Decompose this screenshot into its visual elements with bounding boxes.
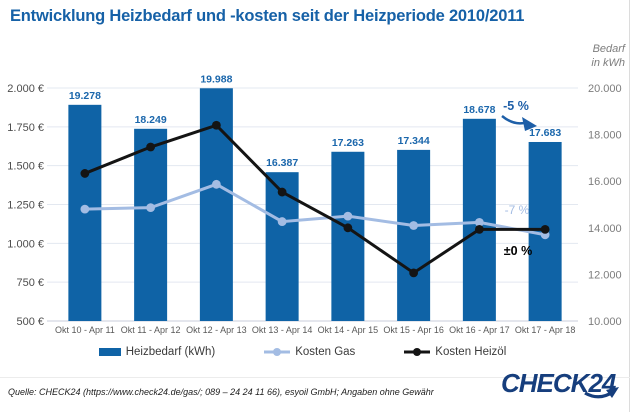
gas-line	[84, 182, 546, 237]
right-axis-tick-label: 20.000	[588, 83, 622, 95]
category-label: Okt 12 - Apr 13	[186, 325, 247, 335]
annotation-arrow	[501, 115, 525, 125]
annotation-oil-change: ±0 %	[504, 244, 532, 258]
oil-point	[409, 268, 419, 278]
check24-logo-arrowhead	[606, 387, 619, 398]
bar-value-label: 18.678	[463, 104, 495, 116]
legend-bar-swatch-icon	[98, 348, 121, 356]
right-axis-tick-label: 16.000	[588, 176, 622, 188]
category-label: Okt 13 - Apr 14	[252, 325, 313, 335]
gas-point	[211, 179, 221, 189]
right-axis-tick-label: 10.000	[588, 316, 622, 328]
oil-point	[343, 223, 353, 233]
legend-label-heizbedarf: Heizbedarf (kWh)	[125, 346, 216, 358]
bar-value-label: 19.278	[69, 90, 101, 102]
source-note: Quelle: CHECK24 (https://www.check24.de/…	[8, 387, 434, 397]
oil-point	[146, 142, 156, 152]
gas-point	[343, 211, 353, 221]
right-axis-tick-label: 18.000	[588, 130, 622, 142]
bar-value-label: 17.683	[529, 127, 561, 139]
bar-value-label: 17.344	[398, 135, 430, 147]
legend-oil-swatch-icon	[404, 348, 431, 356]
legend: Heizbedarf (kWh) Kosten Gas Kosten Heizö…	[0, 344, 604, 360]
oil-point	[211, 120, 221, 130]
legend-gas-marker	[273, 348, 282, 356]
bar-heizbedarf	[134, 128, 168, 321]
left-axis-tick-label: 1.750 €	[7, 122, 44, 134]
bar-heizbedarf	[397, 149, 431, 321]
legend-gas-swatch-icon	[264, 348, 291, 356]
left-axis-tick-label: 1.500 €	[7, 161, 44, 173]
annotation-gas-change: -7 %	[505, 203, 530, 217]
left-axis-tick-label: 1.250 €	[7, 200, 44, 212]
left-axis-tick-label: 2.000 €	[7, 83, 44, 95]
check24-logo-text: CHECK24	[501, 368, 617, 398]
category-label: Okt 15 - Apr 16	[383, 325, 444, 335]
legend-item-oil: Kosten Heizöl	[403, 346, 506, 358]
category-label: Okt 14 - Apr 15	[318, 325, 379, 335]
oil-line	[84, 123, 546, 275]
bar-value-label: 17.263	[332, 137, 364, 149]
bar-value-label: 16.387	[266, 157, 298, 169]
oil-point	[277, 187, 287, 197]
category-label: Okt 16 - Apr 17	[449, 325, 510, 335]
right-axis-title: Bedarf	[593, 43, 626, 55]
oil-point	[540, 224, 550, 234]
gas-point	[474, 217, 484, 227]
right-axis-title: in kWh	[591, 57, 625, 69]
annotation-arrowhead	[522, 117, 537, 131]
legend-bar-swatch	[98, 348, 121, 356]
right-axis-tick-label: 14.000	[588, 223, 622, 235]
category-label: Okt 10 - Apr 11	[55, 325, 115, 335]
legend-label-oil: Kosten Heizöl	[435, 346, 507, 358]
category-label: Okt 11 - Apr 12	[121, 325, 181, 335]
bar-value-label: 19.988	[200, 73, 232, 85]
gas-point	[277, 217, 287, 226]
chart-title: Entwicklung Heizbedarf und -kosten seit …	[10, 7, 525, 25]
annotation-bars-change: -5 %	[503, 99, 529, 113]
check24-logo: CHECK24	[501, 368, 619, 399]
gas-point	[146, 203, 156, 213]
left-axis-tick-label: 750 €	[16, 277, 44, 289]
legend-label-gas: Kosten Gas	[295, 346, 356, 358]
category-label: Okt 17 - Apr 18	[515, 325, 576, 335]
legend-item-gas: Kosten Gas	[263, 346, 355, 358]
right-axis-tick-label: 12.000	[588, 269, 622, 281]
legend-item-heizbedarf: Heizbedarf (kWh)	[98, 346, 215, 358]
gas-point	[409, 221, 419, 230]
legend-oil-marker	[413, 348, 422, 356]
footer-divider	[0, 377, 630, 378]
bar-value-label: 18.249	[135, 114, 167, 126]
left-axis-tick-label: 500 €	[16, 316, 44, 328]
oil-point	[474, 224, 484, 234]
left-axis-tick-label: 1.000 €	[7, 238, 44, 250]
gas-point	[80, 204, 90, 214]
oil-point	[80, 169, 90, 178]
